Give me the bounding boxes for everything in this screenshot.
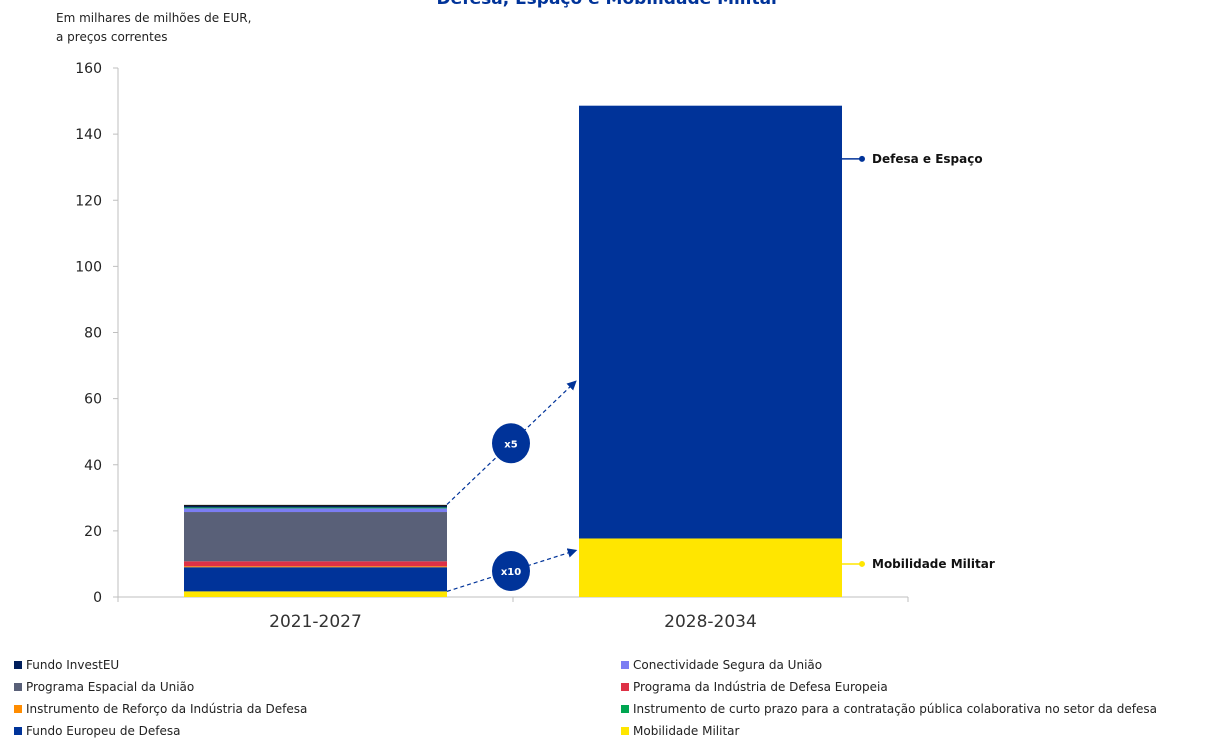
bar-segment [184, 508, 447, 513]
y-tick-label: 0 [93, 590, 102, 606]
y-tick-label: 60 [84, 392, 102, 408]
y-tick-label: 140 [75, 127, 102, 143]
side-label: Defesa e Espaço [872, 152, 983, 166]
legend-swatch [14, 705, 22, 713]
side-label: Mobilidade Militar [872, 557, 995, 571]
legend-swatch [621, 683, 629, 691]
legend-label: Instrumento de curto prazo para a contra… [633, 702, 1157, 716]
bar-segment [184, 507, 447, 509]
growth-badge-label: x5 [504, 439, 517, 450]
legend-label: Programa da Indústria de Defesa Europeia [633, 680, 888, 694]
legend-item: Instrumento de Reforço da Indústria da D… [14, 702, 307, 716]
bar-segment [184, 561, 447, 567]
y-axis-label-line-1: Em milhares de milhões de EUR, [56, 11, 252, 25]
bar-segment [184, 567, 447, 592]
legend-item: Programa Espacial da União [14, 680, 194, 694]
y-tick-label: 160 [75, 61, 102, 77]
y-tick-label: 80 [84, 326, 102, 342]
y-axis-label: Em milhares de milhões de EUR, a preços … [56, 9, 251, 47]
x-tick-label: 2021-2027 [269, 612, 362, 632]
legend-item: Fundo Europeu de Defesa [14, 724, 181, 738]
legend-label: Instrumento de Reforço da Indústria da D… [26, 702, 308, 716]
bar-segment [579, 538, 842, 597]
legend-swatch [621, 727, 629, 735]
y-tick-label: 100 [75, 259, 102, 275]
legend-swatch [621, 661, 629, 669]
legend-swatch [14, 683, 22, 691]
legend-swatch [14, 661, 22, 669]
growth-arrow [446, 380, 577, 505]
legend-label: Programa Espacial da União [26, 680, 195, 694]
y-tick-label: 20 [84, 524, 102, 540]
legend-item: Instrumento de curto prazo para a contra… [621, 702, 1157, 716]
x-tick-label: 2028-2034 [664, 612, 757, 632]
legend-item: Fundo InvestEU [14, 658, 119, 672]
legend-swatch [621, 705, 629, 713]
growth-badge [492, 551, 530, 592]
legend-item: Conectividade Segura da União [621, 658, 822, 672]
legend-label: Conectividade Segura da União [633, 658, 823, 672]
legend-label: Fundo InvestEU [26, 658, 120, 672]
legend-item: Programa da Indústria de Defesa Europeia [621, 680, 888, 694]
side-label-dot [859, 155, 865, 162]
side-label-dot [859, 560, 865, 567]
bar-segment [184, 566, 447, 568]
legend-swatch [14, 727, 22, 735]
y-tick-label: 120 [75, 193, 102, 209]
bar-segment [184, 591, 447, 597]
growth-badge-label: x10 [501, 567, 521, 578]
y-tick-label: 40 [84, 458, 102, 474]
legend-item: Mobilidade Militar [621, 724, 739, 738]
legend-label: Fundo Europeu de Defesa [26, 724, 181, 738]
legend-label: Mobilidade Militar [633, 724, 740, 738]
bar-segment [579, 105, 842, 539]
y-axis-label-line-2: a preços correntes [56, 30, 168, 44]
bar-segment [184, 505, 447, 508]
growth-badge [492, 423, 530, 464]
growth-arrow [446, 548, 578, 592]
bar-segment [184, 512, 447, 562]
chart-title: Defesa, Espaço e Mobilidade Militar [437, 0, 781, 9]
